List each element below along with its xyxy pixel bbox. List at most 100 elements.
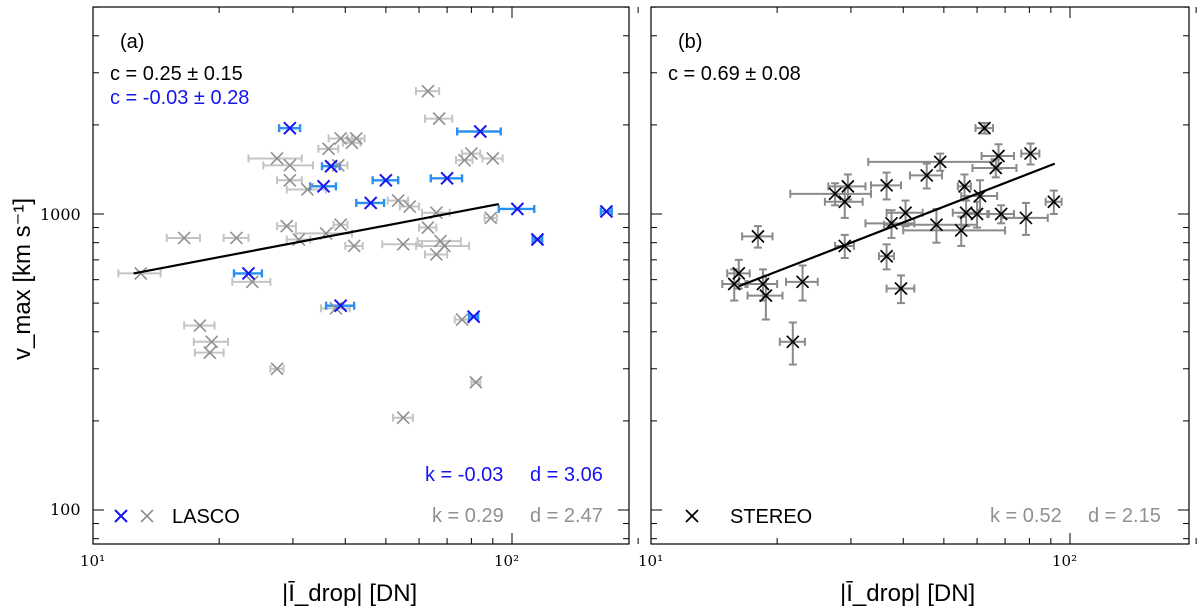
panel-a-d-all: d = 2.47 bbox=[530, 505, 603, 527]
panel-a-c-all: c = 0.25 ± 0.15 bbox=[110, 63, 243, 85]
lasco-gray-point-stroke bbox=[229, 231, 244, 245]
lasco-gray-point bbox=[205, 335, 219, 349]
lasco-blue-point-stroke bbox=[241, 266, 256, 281]
lasco-gray-point bbox=[432, 112, 446, 126]
panel-b-ticks bbox=[650, 6, 1197, 544]
panel-b-xlabel: |Ī_drop| [DN] bbox=[840, 580, 975, 607]
panel-a-k-all: k = 0.29 bbox=[432, 505, 504, 527]
lasco-gray-point bbox=[455, 312, 469, 327]
lasco-gray-point bbox=[270, 362, 284, 376]
panel-a-xtick-100: 10² bbox=[494, 552, 519, 570]
stereo-point-stroke bbox=[991, 149, 1006, 163]
panel-a-legend-label: LASCO bbox=[172, 506, 240, 528]
stereo-point-stroke bbox=[879, 178, 894, 192]
panel-a-ticks bbox=[92, 6, 639, 544]
stereo-point bbox=[751, 229, 765, 244]
legend-gray-marker bbox=[140, 509, 154, 523]
lasco-gray-point bbox=[203, 346, 217, 360]
stereo-point bbox=[879, 249, 894, 263]
lasco-gray-point-stroke bbox=[432, 112, 446, 126]
stereo-point-stroke bbox=[989, 161, 1003, 175]
stereo-point bbox=[884, 216, 899, 230]
stereo-point bbox=[970, 207, 984, 221]
legend-stereo-marker-stroke bbox=[685, 509, 699, 523]
lasco-gray-point-stroke bbox=[245, 275, 259, 289]
lasco-gray-point-stroke bbox=[391, 194, 405, 208]
lasco-gray-point-stroke bbox=[270, 362, 284, 376]
stereo-point bbox=[1023, 146, 1038, 161]
panel-a-points bbox=[134, 84, 614, 425]
lasco-gray-point-stroke bbox=[283, 173, 297, 187]
panel-a-xtick-10: 10¹ bbox=[80, 552, 105, 570]
lasco-gray-point bbox=[421, 84, 435, 98]
lasco-gray-point-stroke bbox=[396, 411, 410, 425]
panel-a-xlabel: |Ī_drop| [DN] bbox=[282, 580, 417, 607]
lasco-gray-point bbox=[469, 375, 483, 389]
stereo-point-stroke bbox=[957, 179, 972, 193]
lasco-blue-point bbox=[530, 232, 545, 247]
stereo-point-stroke bbox=[970, 207, 984, 221]
stereo-point bbox=[954, 223, 968, 238]
stereo-point bbox=[828, 187, 842, 201]
stereo-point bbox=[879, 178, 894, 192]
lasco-blue-point-stroke bbox=[316, 179, 331, 194]
panel-a-legend: LASCO bbox=[114, 506, 240, 528]
stereo-point-stroke bbox=[920, 168, 934, 183]
lasco-gray-point bbox=[270, 151, 284, 166]
stereo-point bbox=[957, 179, 972, 193]
stereo-point-stroke bbox=[1019, 211, 1033, 225]
lasco-gray-point-stroke bbox=[177, 231, 191, 245]
stereo-point-stroke bbox=[1047, 195, 1061, 209]
stereo-point bbox=[898, 206, 913, 220]
legend-gray-marker-stroke bbox=[140, 509, 154, 523]
stereo-point bbox=[841, 179, 855, 193]
lasco-gray-point bbox=[283, 158, 297, 172]
lasco-gray-point-stroke bbox=[396, 237, 410, 251]
stereo-point bbox=[933, 155, 947, 169]
lasco-gray-point bbox=[300, 182, 315, 197]
lasco-gray-point-stroke bbox=[300, 182, 315, 197]
lasco-gray-point bbox=[229, 231, 244, 245]
legend-blue-marker-stroke bbox=[114, 509, 128, 523]
lasco-blue-point bbox=[333, 298, 348, 313]
lasco-blue-point-stroke bbox=[473, 124, 487, 139]
stereo-point-stroke bbox=[1023, 146, 1038, 161]
lasco-gray-point-stroke bbox=[403, 199, 417, 214]
stereo-point bbox=[989, 161, 1003, 175]
lasco-gray-point-stroke bbox=[270, 151, 284, 166]
stereo-point-stroke bbox=[933, 155, 947, 169]
lasco-blue-point-stroke bbox=[599, 204, 614, 219]
stereo-point-stroke bbox=[756, 277, 770, 291]
stereo-point-stroke bbox=[795, 275, 810, 289]
lasco-gray-point bbox=[345, 136, 359, 150]
lasco-blue-point-stroke bbox=[379, 173, 393, 187]
panel-b-xtick-10: 10¹ bbox=[638, 552, 663, 570]
stereo-point-stroke bbox=[994, 207, 1008, 221]
lasco-gray-point-stroke bbox=[469, 375, 483, 389]
lasco-gray-point bbox=[177, 231, 191, 245]
panel-b-d-all: d = 2.15 bbox=[1088, 505, 1161, 527]
lasco-gray-point bbox=[457, 153, 472, 167]
lasco-gray-point bbox=[283, 173, 297, 187]
stereo-point-stroke bbox=[929, 218, 944, 232]
lasco-blue-point-stroke bbox=[283, 121, 297, 135]
lasco-gray-point-stroke bbox=[334, 131, 348, 146]
panel-a-legend-markers bbox=[114, 509, 154, 523]
panel-b-legend-label: STEREO bbox=[730, 506, 812, 528]
lasco-blue-point-stroke bbox=[440, 171, 454, 186]
stereo-point-stroke bbox=[959, 206, 973, 220]
lasco-gray-point-stroke bbox=[484, 211, 498, 225]
stereo-point-stroke bbox=[732, 266, 746, 280]
stereo-point bbox=[732, 266, 746, 280]
panel-a-frame bbox=[92, 6, 630, 545]
panel-b: (b) c = 0.69 ± 0.08 k = 0.52 d = 2.15 ST… bbox=[638, 6, 1197, 607]
lasco-gray-point bbox=[134, 266, 148, 280]
panel-b-frame bbox=[650, 6, 1190, 545]
lasco-gray-point bbox=[421, 220, 435, 235]
legend-blue-marker bbox=[114, 509, 128, 523]
stereo-point bbox=[786, 335, 800, 349]
stereo-point bbox=[991, 149, 1006, 163]
lasco-gray-point-stroke bbox=[421, 84, 435, 98]
lasco-gray-point-stroke bbox=[283, 158, 297, 172]
